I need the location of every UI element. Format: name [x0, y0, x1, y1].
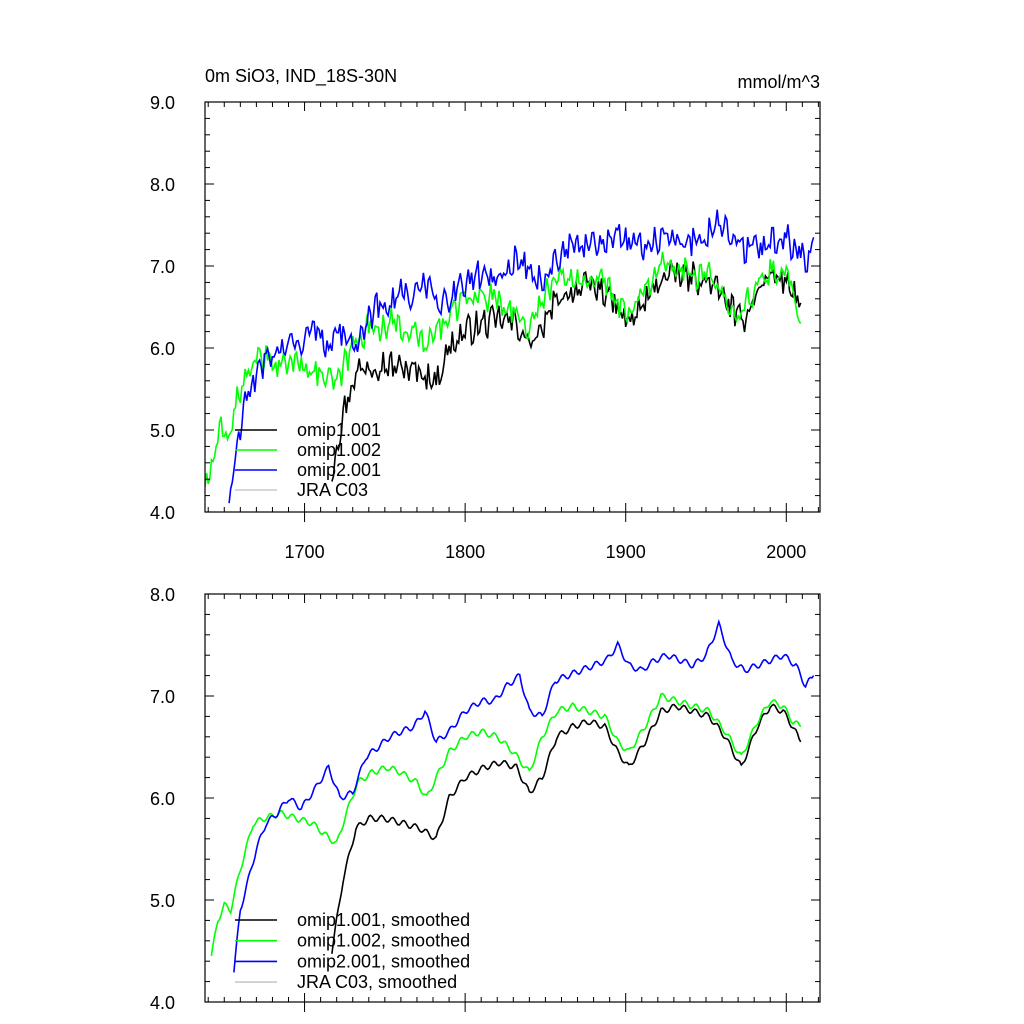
x-tick-label: 2000: [766, 542, 806, 562]
y-tick-label: 8.0: [150, 175, 175, 195]
y-tick-label: 9.0: [150, 93, 175, 113]
legend-label: omip1.001, smoothed: [297, 910, 470, 930]
panel-bottom: 4.0 5.0 6.0 7.0 8.0 omip1.001, smoothedomip1.…: [150, 585, 821, 1013]
legend-label: omip2.001, smoothed: [297, 951, 470, 971]
series-line-omip1-002-smoothed: [210, 692, 802, 957]
series-line-omip1-002: [205, 251, 802, 487]
y-tick-label: 6.0: [150, 789, 175, 809]
series-line-omip1-001-smoothed: [331, 703, 802, 954]
plot-frame: [204, 101, 821, 513]
y-tick-label: 4.0: [150, 503, 175, 523]
y-tick-label: 7.0: [150, 257, 175, 277]
series-line-omip2-001-smoothed: [233, 618, 815, 973]
y-tick-label: 6.0: [150, 339, 175, 359]
y-tick-label: 5.0: [150, 891, 175, 911]
panel-top: 1700 1800 1900 2000 4.0 5.0 6.0 7.0 8.0 9.0 0m SiO…: [150, 66, 821, 562]
plot-area: [210, 618, 815, 973]
chart-title: 0m SiO3, IND_18S-30N: [205, 66, 397, 87]
legend-label: omip2.001: [297, 460, 381, 480]
legend-label: omip1.001: [297, 420, 381, 440]
legend-label: JRA C03, smoothed: [297, 972, 457, 992]
y-tick-label: 8.0: [150, 585, 175, 605]
legend-label: JRA C03: [297, 480, 368, 500]
y-tick-label: 4.0: [150, 993, 175, 1013]
y-tick-label: 7.0: [150, 687, 175, 707]
x-tick-label: 1900: [606, 542, 646, 562]
units-label: mmol/m^3: [738, 72, 820, 92]
y-tick-label: 5.0: [150, 421, 175, 441]
legend-label: omip1.002: [297, 440, 381, 460]
x-tick-label: 1800: [445, 542, 485, 562]
legend-label: omip1.002, smoothed: [297, 931, 470, 951]
plot-area: [205, 209, 815, 504]
x-tick-label: 1700: [285, 542, 325, 562]
series-line-omip2-001: [228, 209, 815, 504]
